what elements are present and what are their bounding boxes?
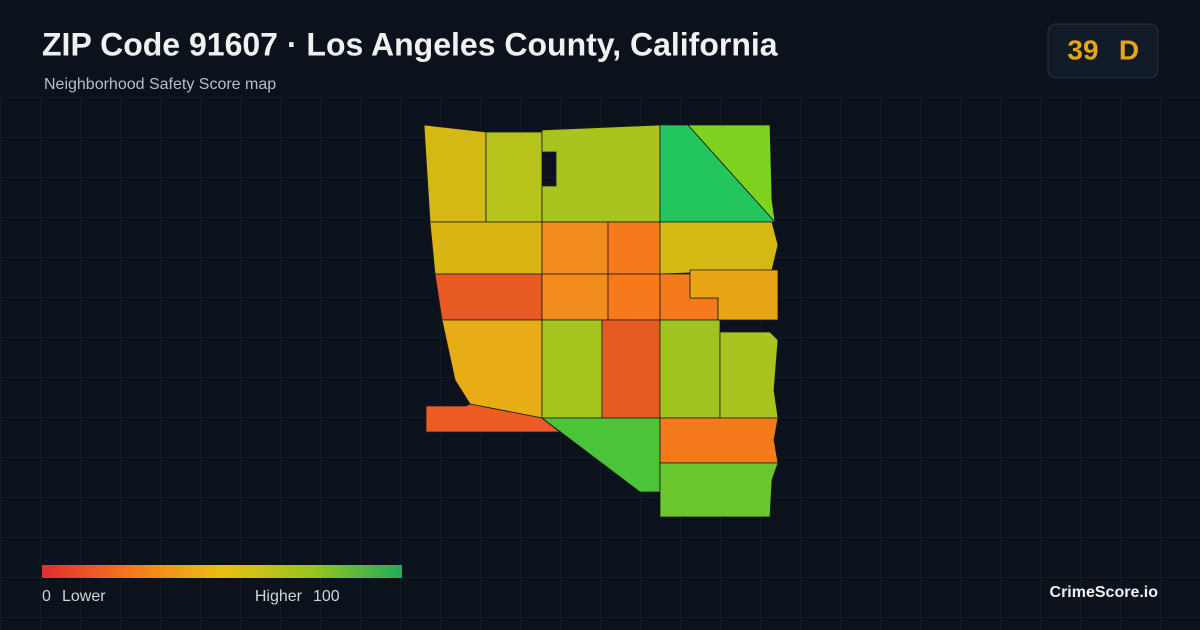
area — [659, 462, 779, 518]
area — [429, 221, 543, 275]
legend-max-label: Higher — [255, 588, 303, 605]
area — [541, 221, 609, 275]
area — [659, 221, 779, 275]
area — [541, 273, 609, 321]
area — [541, 319, 603, 419]
legend-bar — [42, 565, 402, 578]
score-badge: 39 D — [1047, 23, 1159, 79]
brand: CrimeScore.io — [1050, 584, 1159, 601]
legend-min-label: Lower — [62, 588, 106, 605]
area — [541, 124, 661, 223]
area — [607, 273, 661, 321]
title: ZIP Code 91607 · Los Angeles County, Cal… — [42, 26, 778, 62]
map — [423, 124, 779, 518]
area — [687, 124, 776, 224]
area — [719, 331, 779, 419]
area — [659, 319, 721, 419]
area — [423, 124, 487, 223]
grade: D — [1119, 34, 1139, 65]
area — [607, 221, 661, 275]
area — [434, 273, 543, 321]
subtitle: Neighborhood Safety Score map — [44, 76, 276, 93]
score: 39 — [1067, 34, 1098, 65]
area — [601, 319, 661, 419]
badge-box — [1047, 23, 1159, 79]
legend-min: 0 — [42, 588, 51, 605]
legend-max: 100 — [313, 588, 340, 605]
area — [659, 417, 779, 464]
area — [485, 131, 543, 223]
